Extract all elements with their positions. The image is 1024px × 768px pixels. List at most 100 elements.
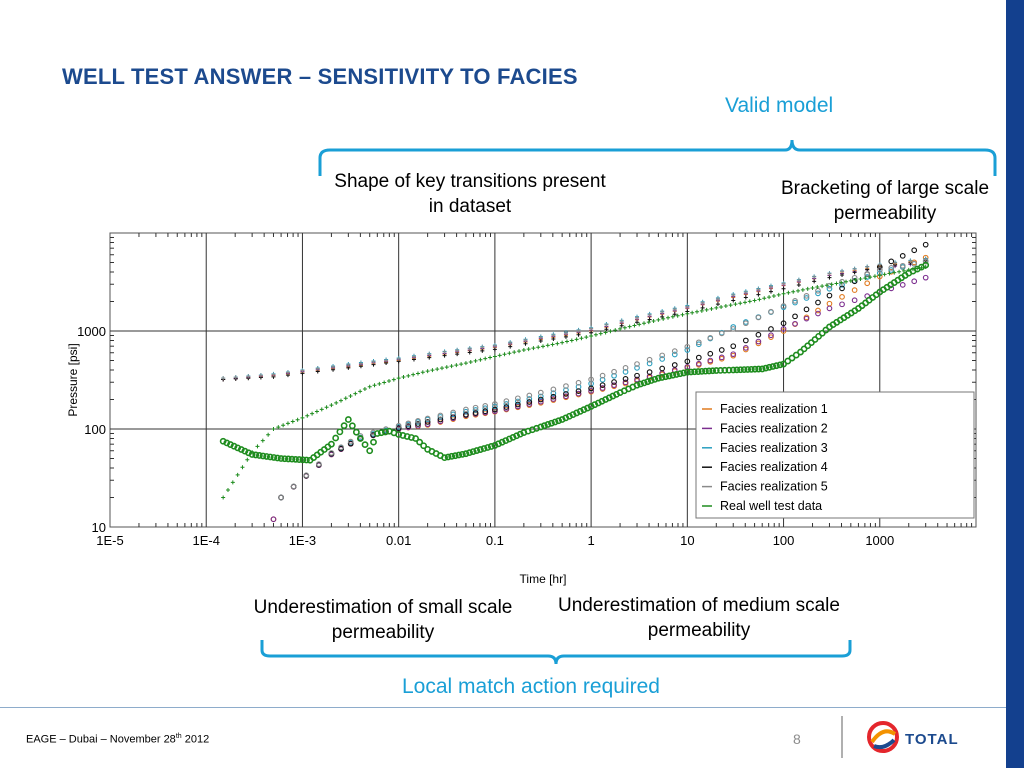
x-tick-label: 1E-4: [192, 533, 219, 548]
pressure-point: [285, 370, 290, 375]
derivative-point: [773, 362, 780, 370]
callout-bracketing: Bracketing of large scale permeability: [780, 178, 990, 224]
derivative-point: [563, 391, 569, 397]
pressure-point: [781, 286, 786, 291]
pressure-point: [271, 372, 276, 377]
derivative-point: [758, 365, 766, 373]
derivative-point: [695, 354, 702, 361]
pressure-point: [812, 274, 817, 279]
pressure-point: [435, 367, 440, 372]
derivative-point: [780, 328, 787, 334]
derivative-point: [876, 267, 883, 273]
pressure-point: [893, 260, 898, 265]
pressure-point: [666, 315, 671, 320]
pressure-point: [523, 341, 528, 346]
derivative-point: [744, 366, 752, 373]
derivative-point: [328, 450, 335, 456]
pressure-point: [685, 304, 690, 309]
derivative-point: [671, 351, 678, 358]
derivative-point: [730, 351, 737, 358]
derivative-point: [352, 428, 360, 436]
derivative-point: [284, 455, 292, 463]
pressure-point: [372, 383, 377, 388]
derivative-point: [373, 430, 381, 437]
pressure-point: [827, 271, 832, 276]
pressure-point: [387, 379, 392, 384]
derivative-point: [503, 404, 510, 410]
pressure-point: [459, 362, 464, 367]
pressure-point: [334, 400, 339, 405]
derivative-point: [662, 373, 670, 381]
derivative-point: [659, 352, 666, 359]
pressure-point: [483, 356, 488, 361]
total-logo-icon: [867, 721, 899, 753]
pressure-point: [406, 373, 411, 378]
derivative-point: [705, 367, 713, 375]
pressure-point: [675, 313, 680, 318]
x-tick-label: 100: [773, 533, 795, 548]
pressure-point: [444, 365, 449, 370]
derivative-point: [540, 422, 548, 430]
derivative-point: [665, 372, 673, 380]
x-tick-label: 10: [680, 533, 694, 548]
pressure-point: [844, 279, 849, 284]
pressure-point: [396, 356, 401, 361]
pressure-point: [743, 290, 748, 295]
pressure-point: [358, 361, 363, 366]
derivative-point: [377, 429, 385, 437]
pressure-point: [442, 353, 447, 358]
pressure-point: [551, 336, 556, 341]
derivative-point: [839, 285, 845, 292]
derivative-point: [725, 366, 733, 374]
pressure-point: [608, 329, 613, 334]
derivative-point: [437, 416, 444, 423]
pressure-point: [338, 398, 343, 403]
derivative-point: [788, 354, 796, 362]
pressure-point: [704, 307, 709, 312]
pressure-point: [492, 343, 497, 348]
pressure-point: [768, 289, 773, 294]
derivative-point: [315, 461, 322, 467]
derivative-point: [644, 378, 652, 386]
derivative-point: [911, 260, 918, 267]
footer-separator: [841, 716, 843, 758]
derivative-point: [588, 385, 594, 392]
pressure-point: [315, 366, 320, 371]
pressure-point: [391, 377, 396, 382]
derivative-point: [803, 315, 810, 322]
pressure-point: [563, 334, 568, 339]
pressure-point: [367, 384, 372, 389]
pressure-point: [305, 413, 310, 418]
pressure-point: [897, 269, 902, 274]
pressure-point: [555, 341, 560, 346]
derivative-point: [415, 421, 421, 427]
derivative-point: [712, 367, 720, 374]
pressure-point: [300, 415, 305, 420]
derivative-point: [651, 375, 659, 383]
pressure-point: [771, 293, 776, 298]
pressure-point: [709, 306, 714, 311]
pressure-point: [901, 268, 906, 273]
pressure-point: [757, 297, 762, 302]
pressure-point: [235, 472, 240, 477]
derivative-point: [765, 363, 773, 371]
total-logo-text: TOTAL: [905, 731, 959, 748]
pressure-point: [233, 375, 238, 380]
derivative-point: [482, 405, 489, 412]
derivative-point: [684, 343, 691, 350]
pressure-point: [781, 291, 786, 296]
derivative-point: [458, 450, 466, 458]
derivative-point: [647, 377, 655, 384]
derivative-point: [826, 285, 833, 292]
derivative-point: [737, 366, 744, 374]
pressure-point: [521, 347, 526, 352]
derivative-point: [658, 374, 666, 381]
pressure-point: [647, 317, 652, 322]
pressure-point: [694, 309, 699, 314]
derivative-point: [659, 356, 666, 362]
pressure-point: [266, 432, 271, 437]
pressure-point: [637, 322, 642, 327]
derivative-point: [683, 368, 691, 376]
derivative-point: [792, 351, 800, 359]
local-match-bracket: [260, 640, 852, 665]
